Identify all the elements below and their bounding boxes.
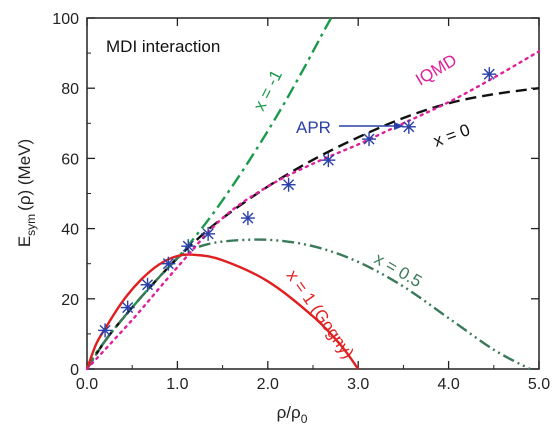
y-tick-label: 0 <box>70 362 79 379</box>
series-line-iqmd <box>85 50 541 371</box>
x-tick-label: 3.0 <box>347 376 369 393</box>
y-tick-label: 100 <box>52 11 79 28</box>
x-tick-label: 5.0 <box>528 376 550 393</box>
series-line-x-0 <box>85 87 540 370</box>
apr-marker <box>98 323 113 338</box>
apr-marker <box>281 177 296 192</box>
annotation-x-0: x = 0 <box>431 120 473 151</box>
apr-marker <box>161 256 176 271</box>
x-tick-label: 4.0 <box>437 376 459 393</box>
apr-marker <box>120 300 135 315</box>
x-tick-label: 2.0 <box>257 376 279 393</box>
annotation-x-1-gogny: x = 1 (Gogny) <box>283 266 358 362</box>
apr-marker <box>362 132 377 147</box>
apr-marker <box>140 277 155 292</box>
y-tick-label: 80 <box>61 81 79 98</box>
y-axis-title: Esym(ρ) (MeV) <box>15 139 38 247</box>
inset-label: MDI interaction <box>106 37 220 56</box>
y-tick-label: 20 <box>61 292 79 309</box>
series-line-x-1 <box>85 17 333 370</box>
apr-marker <box>240 211 255 226</box>
x-tick-label: 1.0 <box>166 376 188 393</box>
y-tick-label: 60 <box>61 151 79 168</box>
annotation-x-0-5: x = 0.5 <box>371 249 425 291</box>
apr-marker <box>321 153 336 168</box>
annotation-x-minus-1: x = -1 <box>250 67 286 114</box>
apr-arrow <box>339 122 404 130</box>
annotation-apr: APR <box>296 118 331 137</box>
x-tick-label: 0.0 <box>76 376 98 393</box>
series-line-x-0-5 <box>85 238 531 371</box>
annotation-iqmd: IQMD <box>412 50 460 89</box>
x-axis-title: ρ/ρ0 <box>277 403 308 426</box>
apr-marker <box>482 67 497 82</box>
apr-marker <box>201 226 216 241</box>
apr-marker <box>401 119 416 134</box>
apr-marker <box>181 239 196 254</box>
y-tick-label: 40 <box>61 222 79 239</box>
